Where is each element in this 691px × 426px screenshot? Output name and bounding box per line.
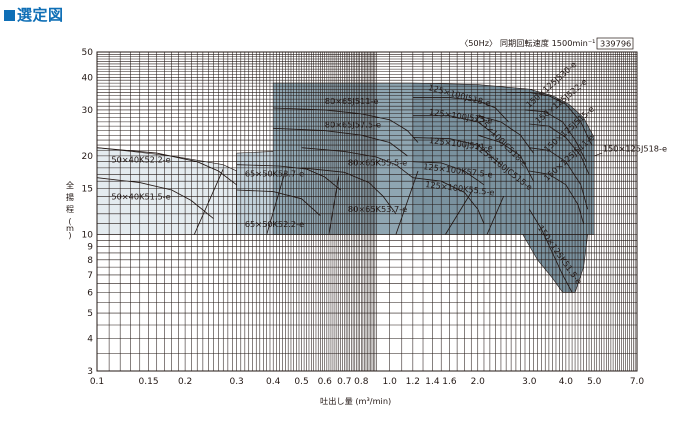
divider-4 — [445, 192, 472, 235]
x-tick-label: 4.0 — [559, 377, 574, 387]
curve-65×50K53.7-e — [236, 164, 341, 191]
curve-125×100K57.5-e — [412, 161, 485, 186]
y-tick-label: 50 — [82, 48, 94, 58]
y-tick-label: 3 — [87, 367, 93, 377]
x-tick-label: 0.3 — [229, 377, 243, 387]
y-tick-label: 7 — [87, 271, 93, 281]
y-tick-label: 9 — [87, 242, 93, 252]
curve-150×125J522-e — [524, 109, 587, 162]
code-label: 339796 — [600, 39, 631, 49]
x-tick-label: 0.6 — [318, 377, 333, 387]
x-tick-label: 2.0 — [471, 377, 486, 387]
curve-125×100J515-e — [412, 115, 496, 136]
y-axis-title: 全揚程(m) — [66, 180, 74, 240]
y-tick-label: 5 — [87, 309, 93, 319]
page-title-text: 選定図 — [17, 6, 64, 24]
curve-50×40K51.5-e — [96, 177, 214, 219]
model-label-150×125J518-e: 150×125J518-e — [603, 143, 667, 153]
model-label-65×50K53.7-e: 65×50K53.7-e — [245, 168, 304, 178]
x-tick-label: 1.4 — [425, 377, 440, 387]
x-tick-label: 0.4 — [266, 377, 281, 387]
x-tick-label: 1.6 — [442, 377, 457, 387]
curve-125×100J518-e — [412, 96, 509, 123]
model-label-50×40K51.5-e: 50×40K51.5-e — [111, 192, 170, 202]
x-tick-label: 0.5 — [294, 377, 308, 387]
curve-125×100JC518-e — [477, 115, 534, 154]
y-tick-label: 4 — [87, 334, 93, 344]
code-box — [596, 37, 634, 50]
curve-80×65J57.5-e — [273, 127, 408, 157]
curve-150×125J530-e — [506, 91, 593, 146]
x-tick-label: 3.0 — [522, 377, 537, 387]
x-tick-label: 0.2 — [178, 377, 192, 387]
y-tick-label: 40 — [82, 73, 94, 83]
model-label-80×65K53.7-e: 80×65K53.7-e — [348, 204, 407, 214]
model-label-65×50K52.2-e: 65×50K52.2-e — [245, 219, 304, 229]
y-tick-label: 30 — [82, 106, 94, 116]
x-tick-label: 0.15 — [139, 377, 159, 387]
divider-1 — [266, 170, 286, 235]
x-tick-label: 1.2 — [406, 377, 420, 387]
condition-note: 〈50Hz〉 同期回転速度 1500min⁻¹ — [460, 38, 595, 48]
y-tick-label: 8 — [87, 256, 93, 266]
curve-50×40K52.2-e — [96, 147, 237, 186]
x-tick-label: 1.0 — [383, 377, 398, 387]
x-axis-title: 吐出し量 (m³/min) — [320, 396, 391, 406]
ticks-layer: 0.1 0.15 0.2 0.3 0.4 0.5 0.6 0.7 0.8 1.0 1.2 1.4 1.6… — [82, 48, 645, 387]
x-tick-label: 0.7 — [337, 377, 351, 387]
x-tick-label: 7.0 — [630, 377, 645, 387]
leader-line — [594, 152, 603, 157]
x-tick-label: 0.8 — [354, 377, 369, 387]
divider-2 — [328, 175, 340, 235]
divider-3 — [395, 170, 419, 235]
x-tick-label: 0.1 — [90, 377, 104, 387]
curve-125×100JC515-e — [477, 134, 534, 182]
curve-150×125J511-e — [529, 170, 585, 224]
y-tick-label: 15 — [82, 185, 93, 195]
model-label-80×65K55.5-e: 80×65K55.5-e — [348, 157, 407, 167]
y-tick-label: 6 — [87, 288, 93, 298]
curves-layer — [96, 91, 593, 293]
plot-frame — [96, 51, 638, 372]
page-title: 選定図 — [4, 6, 64, 24]
title-square-icon — [4, 10, 15, 21]
curve-125×100K55.5-e — [412, 177, 485, 224]
grid-layer — [96, 51, 638, 372]
curve-150×125K511-e — [528, 208, 573, 293]
divider-0 — [193, 168, 224, 235]
x-tick-label: 5.0 — [587, 377, 602, 387]
curve-80×65K55.5-e — [301, 147, 414, 179]
divider-5 — [486, 196, 504, 235]
model-label-80×65J511-e: 80×65J511-e — [325, 96, 379, 106]
curve-150×125J518-e — [529, 123, 590, 175]
curve-80×65K53.7-e — [301, 167, 397, 215]
curve-125×100J511-e — [412, 137, 502, 166]
curve-65×50K52.2-e — [236, 189, 321, 217]
model-label-80×65J57.5-e: 80×65J57.5-e — [325, 119, 381, 129]
curve-150×125J515-e — [529, 147, 589, 210]
y-tick-label: 10 — [82, 230, 94, 240]
y-tick-label: 20 — [82, 152, 94, 162]
y-axis-title-text: 全揚程(m) — [66, 180, 74, 240]
model-label-50×40K52.2-e: 50×40K52.2-e — [111, 154, 170, 164]
curve-80×65J511-e — [273, 107, 419, 143]
